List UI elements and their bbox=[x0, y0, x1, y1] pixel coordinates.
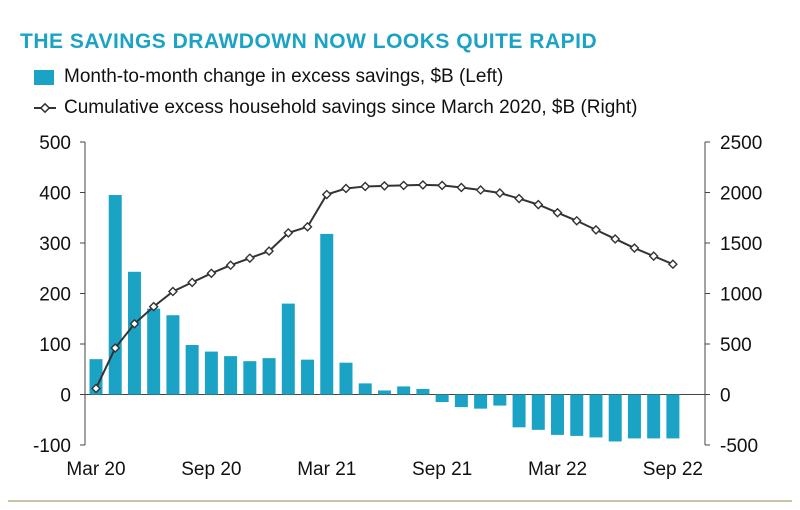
bar bbox=[89, 359, 103, 395]
line-point bbox=[533, 199, 544, 210]
line-point bbox=[475, 185, 486, 195]
right-tick-label: 0 bbox=[720, 386, 731, 407]
line-point bbox=[206, 268, 217, 279]
line-point bbox=[610, 234, 621, 244]
line-point bbox=[283, 227, 294, 238]
x-tick-label: Mar 21 bbox=[297, 459, 356, 480]
line-point bbox=[187, 277, 198, 288]
x-tick-label: Sep 20 bbox=[181, 459, 241, 480]
line-point bbox=[321, 189, 332, 200]
legend-line-entry: Cumulative excess household savings sinc… bbox=[34, 97, 637, 119]
legend-bar-swatch bbox=[34, 69, 54, 85]
x-tick-label: Sep 22 bbox=[643, 459, 703, 480]
right-tick-label: 1000 bbox=[720, 285, 762, 306]
bar bbox=[435, 394, 449, 403]
bar bbox=[397, 386, 411, 395]
x-tick-label: Mar 22 bbox=[528, 459, 587, 480]
right-tick-label: 1500 bbox=[720, 234, 762, 255]
bar bbox=[224, 356, 238, 395]
bar bbox=[262, 358, 276, 395]
line-point bbox=[514, 193, 525, 204]
right-tick-label: 500 bbox=[720, 335, 752, 356]
legend-line-swatch bbox=[34, 102, 56, 114]
line-point bbox=[264, 246, 275, 257]
bar bbox=[454, 394, 468, 408]
bar bbox=[281, 303, 295, 395]
line-point bbox=[571, 215, 582, 226]
bar bbox=[320, 233, 334, 395]
line-point bbox=[398, 180, 409, 191]
line-point bbox=[379, 180, 390, 191]
line-point bbox=[129, 318, 140, 329]
bar bbox=[108, 195, 122, 395]
cumulative-savings-line bbox=[95, 183, 674, 389]
line-point bbox=[591, 224, 601, 235]
line-point bbox=[494, 188, 505, 198]
x-tick-label: Sep 21 bbox=[412, 459, 472, 480]
left-tick-label: 200 bbox=[39, 285, 71, 306]
legend-bar-label: Month-to-month change in excess savings,… bbox=[64, 66, 504, 87]
line-point bbox=[167, 286, 178, 297]
bar bbox=[358, 383, 372, 395]
line-point bbox=[360, 181, 371, 192]
line-point bbox=[302, 221, 313, 232]
line-point bbox=[667, 259, 678, 270]
bar bbox=[147, 308, 161, 395]
bar bbox=[608, 394, 622, 442]
bar bbox=[474, 394, 488, 409]
bar bbox=[570, 394, 584, 436]
left-tick-label: 300 bbox=[39, 234, 71, 255]
bar bbox=[493, 394, 507, 406]
left-tick-label: 0 bbox=[60, 386, 71, 407]
bar bbox=[416, 388, 430, 395]
line-point bbox=[552, 207, 563, 218]
line-point bbox=[225, 260, 236, 271]
chart-frame bbox=[8, 6, 792, 502]
chart-title: THE SAVINGS DRAWDOWN NOW LOOKS QUITE RAP… bbox=[20, 30, 598, 53]
line-point bbox=[110, 343, 121, 353]
legend-bar-entry: Month-to-month change in excess savings,… bbox=[34, 66, 503, 88]
bar bbox=[531, 394, 545, 430]
bar bbox=[204, 351, 218, 395]
left-tick-label: 400 bbox=[39, 184, 71, 205]
line-point bbox=[148, 301, 159, 312]
bar bbox=[551, 394, 565, 435]
legend-line-label: Cumulative excess household savings sinc… bbox=[64, 97, 638, 118]
bar bbox=[627, 394, 641, 439]
bar bbox=[377, 390, 391, 395]
line-point bbox=[417, 179, 428, 190]
line-point bbox=[456, 182, 467, 193]
bar bbox=[166, 315, 180, 395]
bar bbox=[301, 359, 315, 395]
line-point bbox=[437, 180, 448, 191]
line-point bbox=[91, 383, 101, 394]
bar bbox=[666, 394, 680, 439]
line-point bbox=[244, 253, 255, 264]
line-point bbox=[629, 243, 640, 253]
line-point bbox=[341, 183, 351, 194]
left-tick-label: -100 bbox=[33, 436, 71, 457]
bar bbox=[512, 394, 526, 428]
bar bbox=[589, 394, 603, 438]
line-point bbox=[648, 251, 659, 262]
bar bbox=[647, 394, 661, 439]
bar bbox=[243, 361, 257, 395]
left-tick-label: 100 bbox=[39, 335, 71, 356]
bar bbox=[339, 362, 353, 395]
right-tick-label: 2500 bbox=[720, 133, 762, 154]
left-tick-label: 500 bbox=[39, 133, 71, 154]
right-tick-label: 2000 bbox=[720, 184, 762, 205]
bar bbox=[185, 345, 199, 395]
x-tick-label: Mar 20 bbox=[66, 459, 125, 480]
right-tick-label: -500 bbox=[720, 436, 758, 457]
bar bbox=[127, 271, 141, 395]
